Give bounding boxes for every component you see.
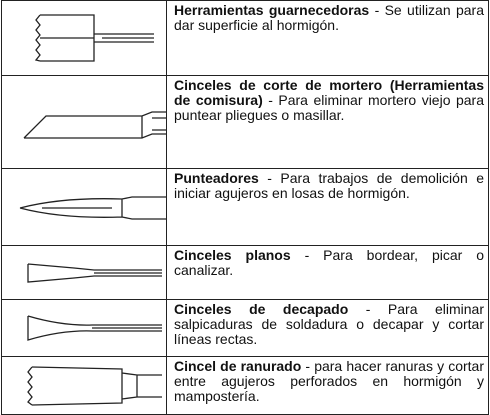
tool-name: Cinceles planos (174, 247, 291, 263)
tool-name: Punteadores (174, 170, 259, 186)
tool-illustration (1, 168, 167, 246)
tool-illustration (1, 75, 167, 169)
tool-name: Cinceles de corte de mortero (Herramient… (174, 77, 484, 108)
tool-use: - Para eliminar mortero viejo para punte… (174, 92, 484, 123)
tool-illustration (1, 245, 167, 300)
tool-name: Herramientas guarnecedoras (174, 2, 370, 18)
tool-name: Cincel de ranurado (174, 358, 302, 374)
tool-row: Cincel de ranurado - para hacer ranuras … (1, 356, 489, 415)
tool-description: Cinceles de corte de mortero (Herramient… (166, 75, 489, 169)
tool-drawing (19, 196, 166, 220)
tool-drawing (27, 315, 162, 341)
tool-use: - Para eliminar salpicaduras de soldadur… (174, 301, 484, 347)
tool-description: Herramientas guarnecedoras - Se utilizan… (166, 0, 489, 76)
tool-description: Cinceles de decapado - Para eliminar sal… (166, 299, 489, 357)
tool-description: Punteadores - Para trabajos de demolició… (166, 168, 489, 246)
tool-illustration (1, 299, 167, 357)
tool-row: Cinceles de decapado - Para eliminar sal… (1, 299, 489, 357)
tool-drawing (23, 111, 166, 139)
tool-use: - Para trabajos de demolición e iniciar … (174, 170, 484, 201)
tool-use: - para hacer ranuras y cortar entre aguj… (174, 358, 484, 404)
tool-drawing (27, 263, 162, 283)
tool-drawing (27, 366, 162, 406)
tool-drawing (34, 14, 154, 62)
tool-row: Herramientas guarnecedoras - Se utilizan… (1, 0, 489, 76)
tool-illustration (1, 0, 167, 76)
tool-row: Cinceles planos - Para bordear, picar o … (1, 245, 489, 300)
tool-row: Punteadores - Para trabajos de demolició… (1, 168, 489, 246)
tool-name: Cinceles de decapado (174, 301, 349, 317)
tool-use: - Se utilizan para dar superficie al hor… (174, 2, 484, 33)
tool-description: Cincel de ranurado - para hacer ranuras … (166, 356, 489, 415)
tool-use: - Para bordear, picar o canalizar. (174, 247, 485, 278)
tool-illustration (1, 356, 167, 415)
tool-row: Cinceles de corte de mortero (Herramient… (1, 75, 489, 169)
tool-description: Cinceles planos - Para bordear, picar o … (166, 245, 489, 300)
